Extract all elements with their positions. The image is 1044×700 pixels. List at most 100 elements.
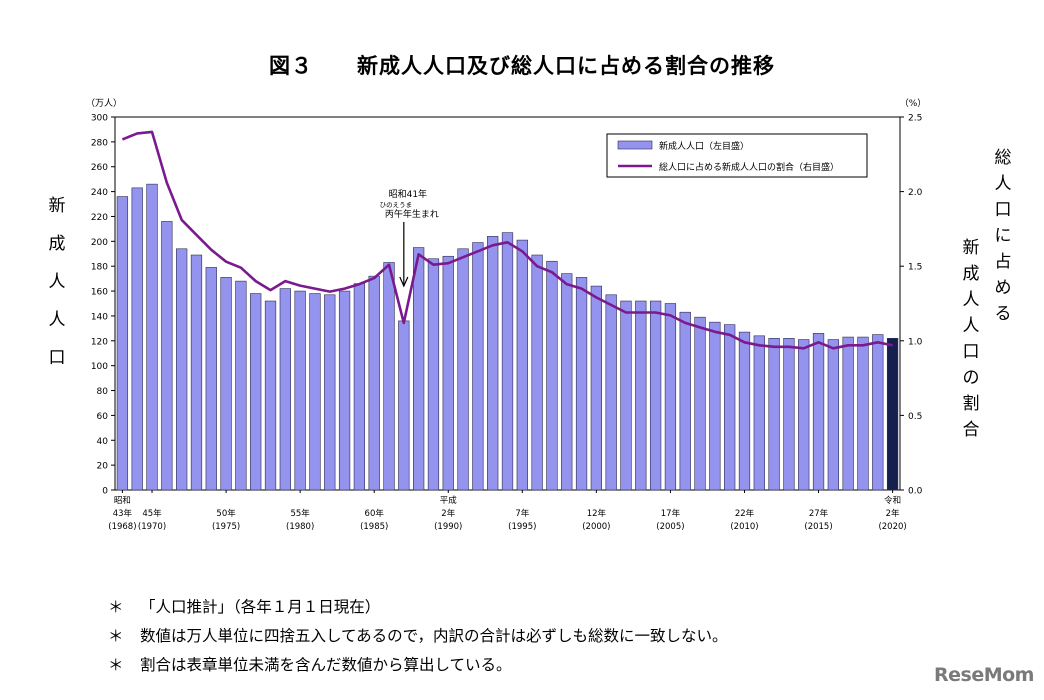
left-axis-label-char: 人 (48, 310, 66, 330)
bar (783, 338, 795, 491)
x-tick-year: (1990) (434, 522, 462, 532)
right-axis-label-col2-char: 人 (962, 316, 980, 336)
x-tick-year-jp: 17年 (661, 508, 681, 519)
x-tick-year-jp: 7年 (515, 508, 529, 519)
bar (827, 339, 839, 491)
x-tick-year: (2005) (656, 522, 684, 532)
left-tick-label: 20 (97, 462, 109, 472)
bar (309, 293, 321, 491)
bar (531, 254, 543, 491)
x-tick-year-jp: 2年 (441, 508, 455, 519)
x-tick-year-jp: 12年 (587, 508, 607, 519)
bar (264, 300, 277, 491)
bar (205, 267, 217, 491)
bar (798, 339, 810, 491)
bar (398, 320, 410, 491)
note-3: ＊割合は表章単位未満を含んだ数値から算出している。 (108, 656, 512, 674)
bar (872, 334, 884, 491)
left-tick-label: 200 (91, 238, 108, 248)
right-axis-label: 総人口に占める 新成人人口の割合 (948, 150, 1028, 450)
left-tick-label: 80 (97, 387, 109, 397)
left-axis-label-char: 成 (48, 234, 66, 254)
x-tick-year-jp: 50年 (216, 508, 236, 519)
bar (472, 242, 484, 491)
bar (635, 300, 647, 491)
annotation-ruby: ひのえうま (380, 201, 413, 209)
right-tick-label: 2.0 (908, 188, 923, 198)
bar (501, 232, 514, 491)
left-axis-label-char: 口 (48, 348, 66, 368)
x-tick-year: (1975) (212, 522, 240, 532)
bar (412, 247, 425, 491)
bar (886, 338, 899, 491)
bar (279, 288, 291, 491)
right-axis-label-col2-char: 人 (962, 290, 980, 310)
bar (516, 239, 528, 491)
x-tick-year-jp: 45年 (142, 508, 162, 519)
x-tick-year: (2015) (804, 522, 832, 532)
right-axis-label-col1-char: 口 (994, 200, 1012, 220)
x-tick-year-jp: 55年 (290, 508, 310, 519)
right-axis-label-col2-char: 成 (962, 264, 980, 284)
right-axis-label-col1-char: 占 (994, 252, 1012, 272)
bar (146, 183, 158, 491)
x-tick-year-jp: 2年 (886, 508, 900, 519)
right-axis-label-col1-char: 総 (994, 148, 1012, 168)
left-tick-label: 60 (97, 412, 109, 422)
bar (338, 290, 351, 491)
right-axis-label-col2-char: 口 (962, 342, 980, 362)
bar (190, 254, 203, 491)
bar (220, 277, 232, 491)
left-tick-label: 240 (91, 188, 108, 198)
resemom-logo: ReseMom (934, 664, 1034, 686)
right-axis-label-col2-char: 合 (962, 420, 980, 440)
left-tick-label: 220 (91, 213, 108, 223)
annotation-line2: 丙午年生まれ (385, 208, 439, 220)
x-tick-year: (2010) (730, 522, 758, 532)
notes: ＊「人口推計」（各年１月１日現在） ＊数値は万人単位に四捨五入してあるので，内訳… (108, 595, 727, 682)
bar (487, 236, 499, 491)
right-tick-label: 1.5 (908, 263, 922, 273)
bar (620, 300, 632, 491)
bar (250, 293, 262, 491)
right-axis-label-col1-char: め (994, 278, 1012, 298)
x-tick-year: (2000) (582, 522, 610, 532)
bar (294, 290, 306, 491)
x-tick-era: 昭和 (114, 496, 131, 506)
right-axis-label-col2-char: 新 (962, 238, 980, 258)
left-tick-label: 300 (91, 114, 108, 124)
x-tick-year: (2020) (878, 522, 906, 532)
bar (116, 196, 129, 491)
right-axis-label-col1: 総人口に占める (992, 150, 1014, 332)
left-tick-label: 0 (102, 487, 108, 497)
right-axis-label-col2-char: 割 (962, 394, 980, 414)
x-tick-era: 平成 (440, 495, 458, 506)
annotation-arrow-head (399, 276, 409, 288)
right-axis-unit: （%） (900, 98, 927, 109)
bar (546, 260, 558, 491)
chart-svg: 0 20 40 60 80 100 120 140 160 180 200 220 240 260 280 3… (86, 98, 927, 532)
bar (724, 324, 736, 491)
left-tick-label: 260 (91, 163, 108, 173)
bar (664, 303, 677, 491)
x-tick-year: (1985) (360, 522, 388, 532)
left-tick-label: 40 (97, 437, 109, 447)
x-tick-year-jp: 60年 (365, 508, 385, 519)
bar (324, 294, 336, 491)
note-2: ＊数値は万人単位に四捨五入してあるので，内訳の合計は必ずしも総数に一致しない。 (108, 627, 728, 645)
left-tick-label: 100 (91, 362, 108, 372)
legend-bar-label: 新成人人口（左目盛） (659, 140, 749, 152)
ratio-line (121, 130, 893, 350)
left-axis-label: 新成人人口 (44, 198, 70, 388)
bar (427, 258, 440, 491)
right-tick-label: 1.0 (908, 337, 923, 347)
right-axis-label-col2-char: の (962, 368, 980, 388)
note-1: ＊「人口推計」（各年１月１日現在） (108, 598, 381, 616)
left-tick-label: 160 (91, 288, 108, 298)
bar (590, 285, 602, 491)
bar (235, 280, 247, 491)
bar (812, 333, 825, 491)
x-tick-year-jp: 43年 (113, 508, 133, 519)
x-tick-year: (1995) (508, 522, 536, 532)
bar (383, 262, 395, 491)
